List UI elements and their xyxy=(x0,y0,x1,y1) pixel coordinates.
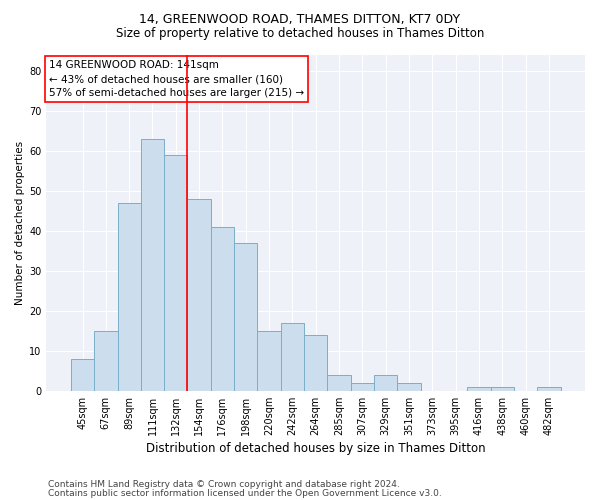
Text: Contains HM Land Registry data © Crown copyright and database right 2024.: Contains HM Land Registry data © Crown c… xyxy=(48,480,400,489)
Bar xyxy=(257,331,281,391)
Bar xyxy=(304,335,328,391)
Bar xyxy=(374,375,397,391)
Bar xyxy=(328,375,350,391)
Text: 14 GREENWOOD ROAD: 141sqm
← 43% of detached houses are smaller (160)
57% of semi: 14 GREENWOOD ROAD: 141sqm ← 43% of detac… xyxy=(49,60,304,98)
Bar xyxy=(211,227,234,391)
Text: Size of property relative to detached houses in Thames Ditton: Size of property relative to detached ho… xyxy=(116,28,484,40)
Bar xyxy=(187,199,211,391)
Bar xyxy=(281,323,304,391)
Bar xyxy=(164,155,187,391)
Bar xyxy=(71,359,94,391)
Bar xyxy=(491,387,514,391)
Y-axis label: Number of detached properties: Number of detached properties xyxy=(15,141,25,305)
Bar xyxy=(467,387,491,391)
Bar xyxy=(234,243,257,391)
Bar xyxy=(118,203,141,391)
Text: Contains public sector information licensed under the Open Government Licence v3: Contains public sector information licen… xyxy=(48,489,442,498)
X-axis label: Distribution of detached houses by size in Thames Ditton: Distribution of detached houses by size … xyxy=(146,442,485,455)
Bar xyxy=(141,139,164,391)
Bar xyxy=(94,331,118,391)
Bar xyxy=(537,387,560,391)
Bar xyxy=(397,383,421,391)
Text: 14, GREENWOOD ROAD, THAMES DITTON, KT7 0DY: 14, GREENWOOD ROAD, THAMES DITTON, KT7 0… xyxy=(139,12,461,26)
Bar xyxy=(350,383,374,391)
